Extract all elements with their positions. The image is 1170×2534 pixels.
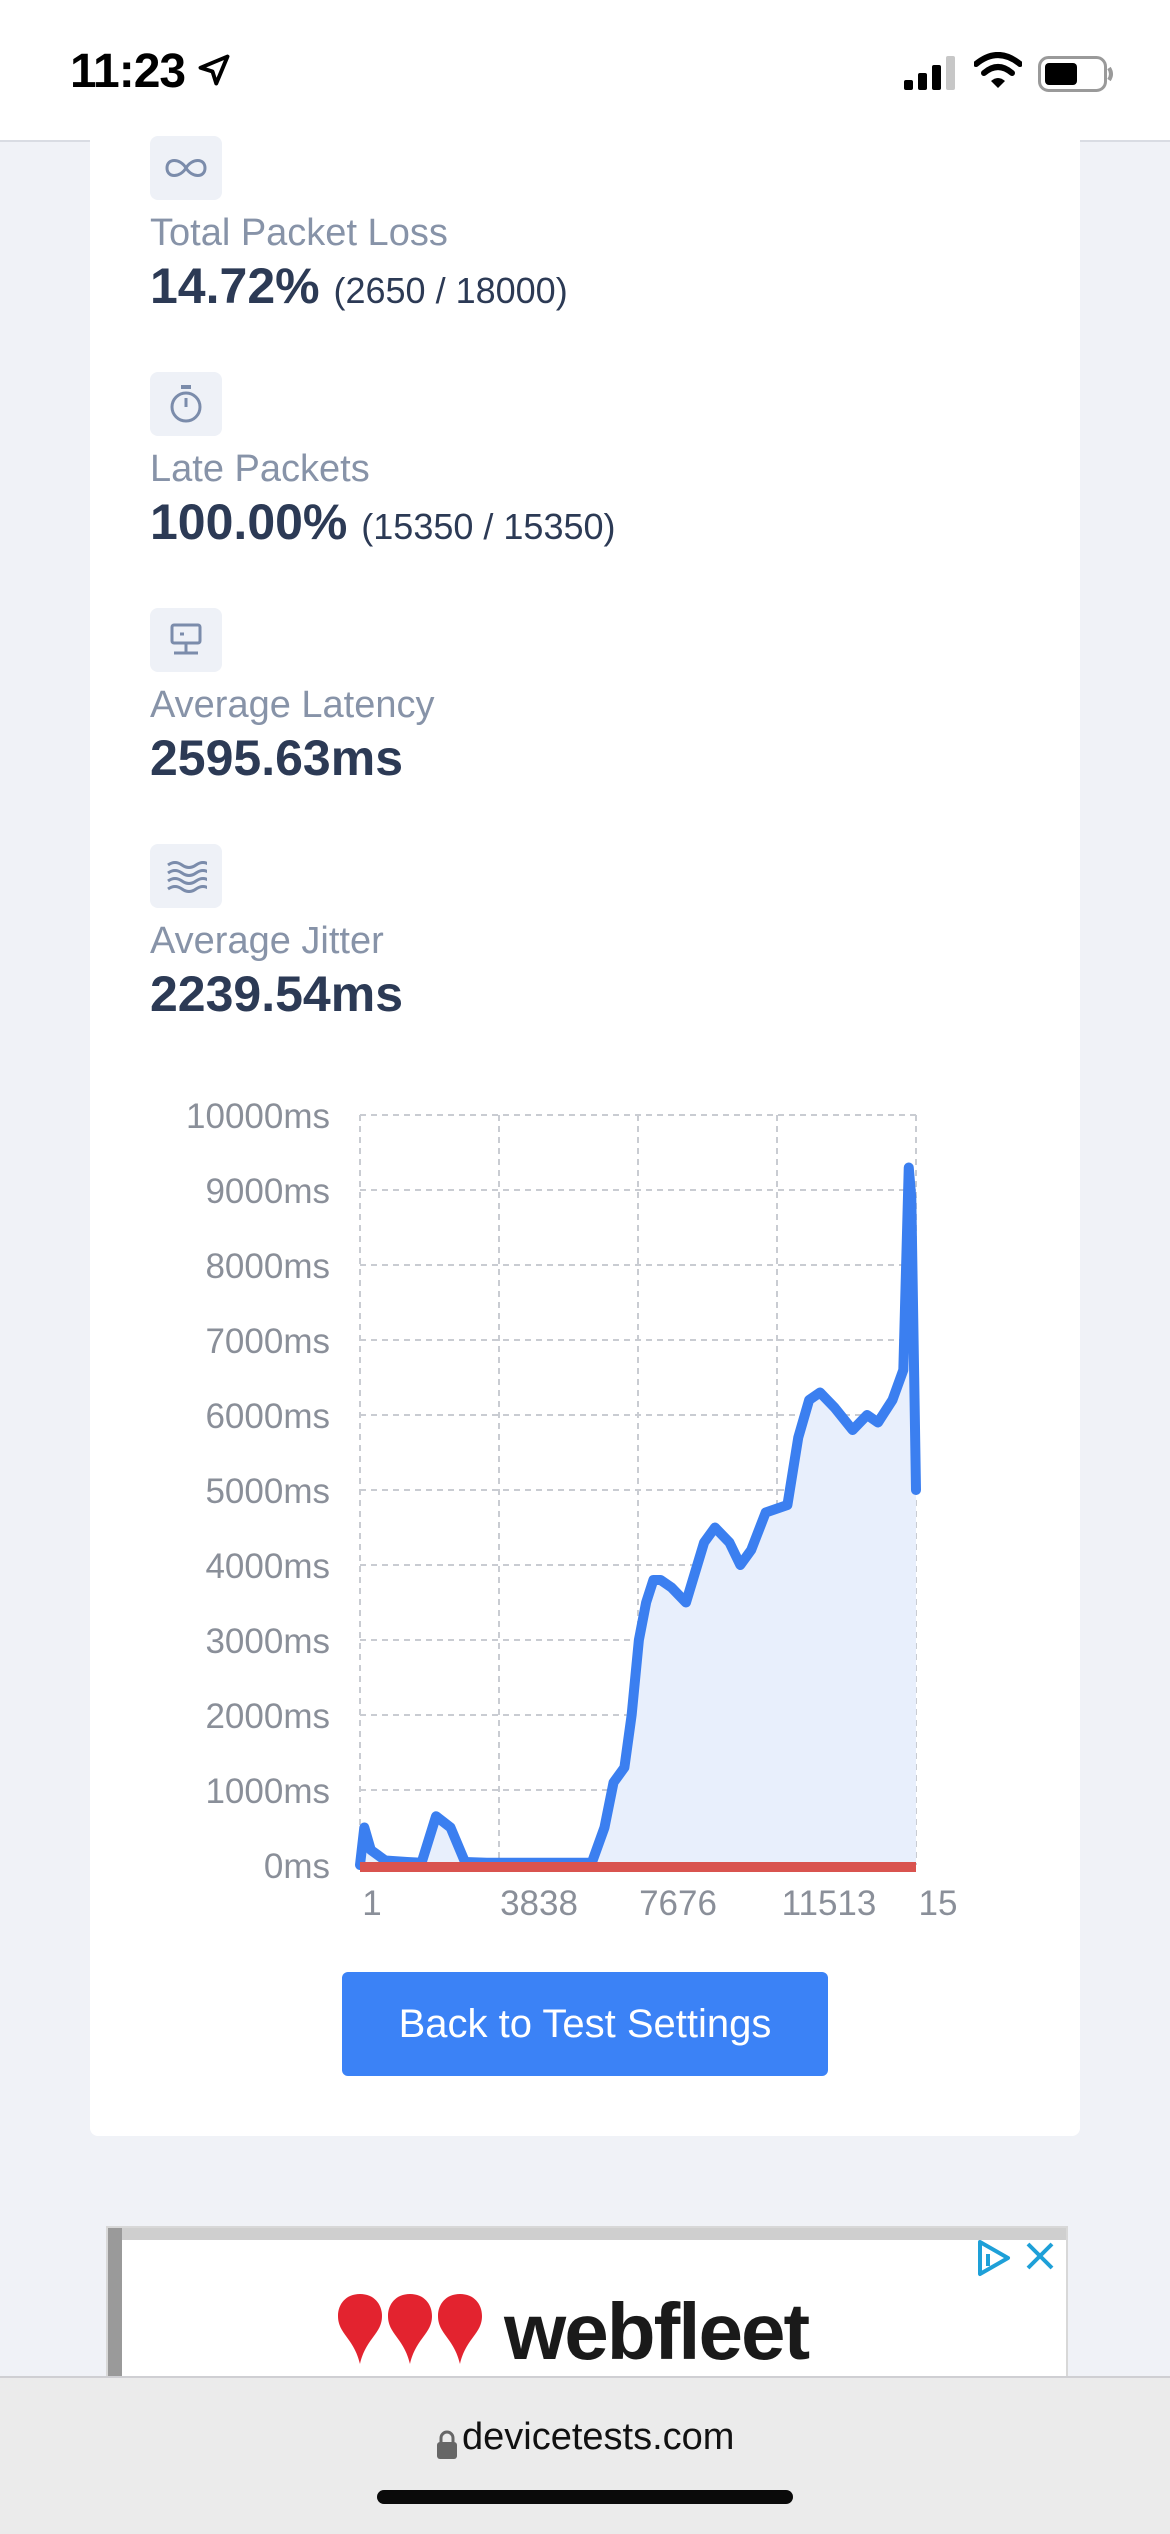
infinity-icon — [150, 136, 222, 200]
x-tick-label: 11513 — [782, 1884, 877, 1923]
status-time: 11:23 — [70, 45, 186, 98]
stat-value-number: 14.72% — [150, 258, 320, 314]
wifi-icon — [974, 52, 1022, 88]
y-tick-label: 2000ms — [205, 1697, 330, 1736]
ad-brand-text: webfleet — [504, 2287, 810, 2376]
stat-average-latency: Average Latency 2595.63ms — [150, 608, 435, 787]
server-icon — [150, 608, 222, 672]
y-tick-label: 0ms — [264, 1847, 330, 1886]
y-tick-label: 6000ms — [205, 1397, 330, 1436]
stat-label: Total Packet Loss — [150, 212, 448, 254]
stat-total-packet-loss: Total Packet Loss 14.72% (2650 / 18000) — [150, 136, 568, 315]
home-indicator — [377, 2490, 793, 2504]
x-tick-label: 1 — [362, 1884, 381, 1923]
stat-value: 14.72% (2650 / 18000) — [150, 257, 568, 315]
stat-label: Average Jitter — [150, 920, 384, 962]
latency-series-area — [360, 1167, 916, 1865]
y-tick-label: 8000ms — [205, 1247, 330, 1286]
advertisement-banner[interactable]: webfleet — [106, 2226, 1068, 2380]
lock-icon — [437, 2430, 457, 2459]
latency-chart: 10000ms 9000ms 8000ms 7000ms 6000ms 5000ms 400… — [186, 1097, 958, 1923]
y-tick-label: 3000ms — [205, 1622, 330, 1661]
y-tick-label: 10000ms — [186, 1097, 330, 1136]
browser-url-bar[interactable]: devicetests.com — [0, 2376, 1170, 2534]
stat-detail: (2650 / 18000) — [333, 270, 568, 311]
stat-detail: (15350 / 15350) — [361, 506, 616, 547]
y-tick-label: 5000ms — [205, 1472, 330, 1511]
ad-image-strip — [122, 2228, 1066, 2240]
y-tick-label: 7000ms — [205, 1322, 330, 1361]
results-card: Total Packet Loss 14.72% (2650 / 18000) … — [90, 136, 1080, 2136]
stat-late-packets: Late Packets 100.00% (15350 / 15350) — [150, 372, 616, 551]
url-domain[interactable]: devicetests.com — [462, 2416, 735, 2458]
battery-icon — [1038, 56, 1113, 92]
stopwatch-icon — [150, 372, 222, 436]
x-tick-label: 7676 — [639, 1884, 717, 1923]
webfleet-logo-icon — [338, 2294, 482, 2364]
ad-image-edge — [108, 2228, 122, 2378]
stat-label: Late Packets — [150, 448, 370, 490]
waves-icon — [150, 844, 222, 908]
x-tick-label: 15 — [919, 1884, 958, 1923]
y-tick-label: 4000ms — [205, 1547, 330, 1586]
stat-value: 100.00% (15350 / 15350) — [150, 493, 616, 551]
ad-close-icon[interactable] — [1022, 2238, 1058, 2274]
status-bar: 11:23 — [0, 0, 1170, 142]
stat-value-number: 100.00% — [150, 494, 348, 550]
location-arrow-icon — [198, 54, 230, 86]
stat-value: 2595.63ms — [150, 730, 404, 786]
y-tick-label: 1000ms — [205, 1772, 330, 1811]
adchoices-icon[interactable] — [974, 2238, 1014, 2278]
stat-value: 2239.54ms — [150, 966, 404, 1022]
latency-series-line — [355, 1162, 921, 1870]
cellular-signal-icon — [904, 56, 955, 90]
back-to-test-settings-button[interactable]: Back to Test Settings — [342, 1972, 828, 2076]
stat-average-jitter: Average Jitter 2239.54ms — [150, 844, 403, 1023]
x-tick-label: 3838 — [500, 1884, 578, 1923]
y-tick-label: 9000ms — [205, 1172, 330, 1211]
stat-label: Average Latency — [150, 684, 435, 726]
